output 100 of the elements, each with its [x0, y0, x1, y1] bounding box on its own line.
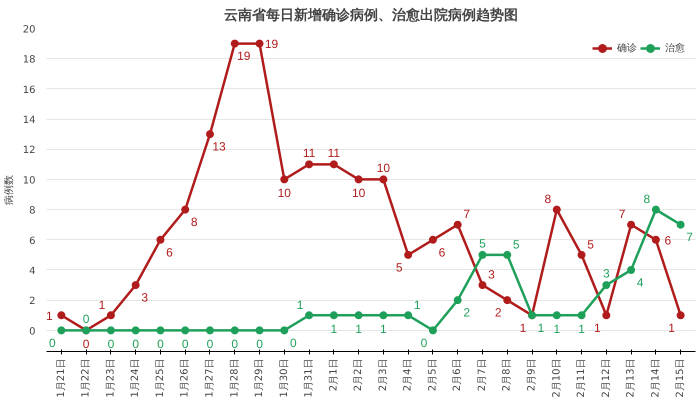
point — [106, 326, 115, 334]
point — [57, 326, 66, 334]
point — [652, 236, 660, 244]
data-label: 7 — [463, 207, 470, 222]
x-tick-label: 1月23日 — [105, 358, 116, 398]
data-label: 4 — [636, 275, 644, 290]
point — [57, 311, 66, 320]
data-label: 0 — [206, 336, 214, 351]
x-tick-label: 2月1日 — [328, 358, 340, 392]
data-label: 1 — [520, 320, 527, 335]
data-label: 6 — [166, 245, 174, 260]
x-tick-label: 2月6日 — [452, 358, 464, 392]
chart-title: 云南省每日新增确诊病例、治愈出院病例趋势图 — [224, 6, 518, 24]
point — [305, 160, 314, 168]
data-label: 0 — [82, 312, 90, 326]
point — [602, 281, 610, 290]
data-label: 5 — [479, 236, 486, 250]
point — [379, 175, 388, 184]
data-label: 19 — [237, 49, 251, 64]
data-label: 1 — [98, 298, 106, 312]
point — [602, 311, 610, 320]
data-label: 8 — [644, 192, 651, 206]
data-label: 1 — [594, 320, 601, 335]
data-label: 1 — [355, 322, 362, 336]
point — [132, 281, 140, 290]
point — [280, 326, 288, 334]
x-tick-label: 2月8日 — [502, 358, 513, 392]
data-label: 6 — [438, 245, 446, 260]
point — [578, 311, 586, 320]
x-tick-label: 1月29日 — [254, 358, 266, 398]
y-tick-label: 10 — [22, 175, 36, 186]
point — [627, 220, 636, 229]
data-label: 10 — [278, 186, 292, 200]
data-label: 7 — [686, 230, 694, 244]
x-tick-label: 2月10日 — [551, 358, 562, 398]
point — [478, 281, 486, 290]
y-axis-title: 病例数 — [2, 175, 15, 205]
y-tick-label: 0 — [29, 326, 36, 338]
data-label: 10 — [352, 186, 366, 200]
point — [280, 175, 288, 184]
data-label: 1 — [296, 298, 304, 312]
data-label: 0 — [182, 336, 189, 351]
data-label: 7 — [618, 207, 626, 222]
data-label: 3 — [141, 290, 148, 305]
x-tick-label: 1月24日 — [130, 358, 142, 398]
x-tick-label: 2月9日 — [526, 358, 538, 392]
x-tick-label: 1月22日 — [80, 358, 92, 398]
x-tick-label: 1月25日 — [154, 358, 166, 398]
x-tick-label: 2月4日 — [402, 358, 414, 392]
data-label: 1 — [46, 308, 54, 323]
point — [181, 326, 190, 334]
point — [156, 326, 164, 334]
point — [330, 160, 338, 168]
data-label: 5 — [396, 260, 403, 274]
point — [627, 266, 636, 274]
data-label: 1 — [578, 322, 586, 336]
x-tick-label: 1月27日 — [204, 358, 216, 398]
point — [379, 311, 388, 320]
point — [230, 40, 239, 48]
data-label: 1 — [538, 320, 545, 335]
x-tick-label: 2月7日 — [476, 358, 488, 392]
data-label: 1 — [380, 322, 388, 336]
data-label: 3 — [602, 266, 610, 281]
data-label: 0 — [420, 336, 428, 350]
y-tick-label: 8 — [29, 206, 36, 217]
point — [676, 220, 685, 229]
legend-label: 治愈 — [665, 42, 685, 55]
point — [354, 175, 363, 184]
data-label: 5 — [587, 237, 594, 252]
x-tick-label: 2月2日 — [353, 358, 364, 392]
point — [256, 326, 264, 334]
data-label: 0 — [256, 336, 264, 351]
data-label: 0 — [132, 336, 140, 351]
data-label: 6 — [664, 233, 672, 248]
data-label: 0 — [108, 336, 115, 351]
point — [428, 236, 437, 244]
point — [552, 206, 561, 214]
data-label: 1 — [553, 322, 560, 336]
point — [206, 326, 214, 334]
point — [305, 311, 314, 320]
point — [428, 326, 437, 334]
data-label: 11 — [302, 146, 316, 160]
data-label: 19 — [264, 37, 279, 52]
data-label: 0 — [82, 336, 90, 351]
point — [503, 296, 512, 304]
x-tick-label: 2月5日 — [427, 358, 438, 392]
x-tick-label: 2月15日 — [675, 358, 686, 398]
data-label: 10 — [376, 160, 390, 175]
x-tick-label: 1月21日 — [56, 358, 67, 398]
data-label: 13 — [212, 140, 226, 154]
point — [454, 296, 462, 304]
x-tick-label: 2月13日 — [626, 358, 637, 398]
data-label: 5 — [512, 237, 520, 252]
point — [156, 236, 164, 244]
point — [256, 40, 264, 48]
data-label: 2 — [494, 306, 502, 320]
x-tick-label: 1月26日 — [180, 358, 191, 398]
point — [404, 311, 412, 320]
data-label: 1 — [330, 322, 338, 336]
x-tick-label: 2月11日 — [576, 358, 588, 398]
